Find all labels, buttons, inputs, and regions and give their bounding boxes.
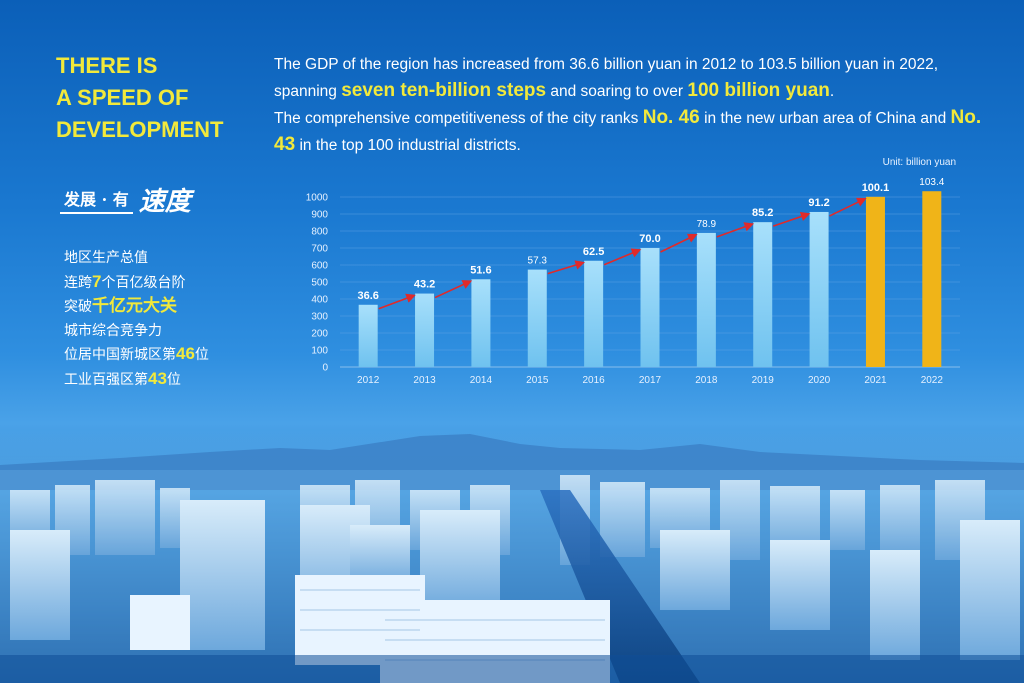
intro-p1-text-c: . bbox=[829, 83, 835, 100]
intro-highlight-steps: seven ten-billion steps bbox=[341, 80, 547, 101]
data-label-2021: 100.1 bbox=[862, 182, 890, 194]
intro-p2-text-c: in the top 100 industrial districts. bbox=[295, 137, 521, 154]
bar-2012 bbox=[358, 304, 378, 367]
intro-highlight-no43: No. 43 bbox=[274, 107, 982, 155]
badge-right-text: 速度 bbox=[138, 186, 191, 217]
intro-text: The GDP of the region has increased from… bbox=[274, 52, 994, 159]
cn-l2-number: 7 bbox=[92, 271, 102, 291]
calligraphy-badge: 发展 · 有 速度 bbox=[60, 180, 206, 218]
data-label-2017: 70.0 bbox=[639, 233, 660, 245]
bar-2019 bbox=[753, 222, 773, 367]
x-tick-label: 2018 bbox=[695, 375, 718, 386]
data-label-2015: 57.3 bbox=[528, 256, 548, 267]
data-label-2016: 62.5 bbox=[583, 246, 604, 258]
data-label-2013: 43.2 bbox=[414, 279, 435, 291]
data-label-2012: 36.6 bbox=[357, 290, 378, 302]
y-tick-label: 900 bbox=[311, 210, 328, 221]
bar-2022 bbox=[922, 191, 942, 367]
chart-unit-label: Unit: billion yuan bbox=[882, 157, 956, 168]
data-label-2022: 103.4 bbox=[919, 177, 944, 188]
y-tick-label: 600 bbox=[311, 261, 328, 272]
bar-2015 bbox=[527, 269, 547, 367]
data-label-2020: 91.2 bbox=[808, 197, 829, 209]
y-tick-label: 0 bbox=[322, 363, 328, 374]
x-tick-label: 2021 bbox=[864, 375, 887, 386]
intro-highlight-no46: No. 46 bbox=[642, 107, 700, 128]
bar-2020 bbox=[809, 211, 829, 367]
growth-arrow bbox=[716, 222, 755, 238]
bar-2021 bbox=[865, 196, 885, 367]
growth-arrow bbox=[378, 293, 416, 310]
x-tick-label: 2015 bbox=[526, 375, 549, 386]
x-tick-label: 2013 bbox=[413, 375, 436, 386]
x-tick-label: 2012 bbox=[357, 375, 380, 386]
data-label-2014: 51.6 bbox=[470, 264, 491, 276]
cn-line-2: 连跨7个百亿级台阶 bbox=[64, 270, 209, 295]
y-tick-label: 1000 bbox=[306, 193, 329, 204]
chinese-summary-list: 地区生产总值 连跨7个百亿级台阶 突破千亿元大关 城市综合竞争力 位居中国新城区… bbox=[64, 246, 209, 391]
cn-l6-number: 43 bbox=[148, 368, 167, 388]
cn-l2-b: 个百亿级台阶 bbox=[101, 273, 186, 290]
bar-2016 bbox=[584, 260, 604, 367]
headline-line-1: THERE IS bbox=[56, 53, 158, 78]
data-label-2018: 78.9 bbox=[697, 219, 717, 230]
y-tick-label: 500 bbox=[311, 278, 328, 289]
growth-arrow bbox=[829, 197, 867, 217]
intro-paragraph-1: The GDP of the region has increased from… bbox=[274, 52, 994, 105]
cn-l5-number: 46 bbox=[176, 344, 195, 363]
cn-line-6: 工业百强区第43位 bbox=[64, 367, 209, 392]
y-tick-label: 800 bbox=[311, 227, 328, 238]
intro-p1-text-a: The GDP of the region has increased from… bbox=[274, 56, 939, 100]
x-tick-label: 2014 bbox=[470, 375, 493, 386]
growth-arrow bbox=[434, 280, 473, 299]
cn-l3-highlight: 千亿元大关 bbox=[92, 296, 177, 315]
cn-line-5: 位居中国新城区第46位 bbox=[64, 342, 209, 367]
x-tick-label: 2017 bbox=[639, 375, 662, 386]
cn-line-4: 城市综合竞争力 bbox=[64, 321, 162, 338]
growth-arrow bbox=[547, 260, 585, 275]
intro-paragraph-2: The comprehensive competitiveness of the… bbox=[274, 105, 994, 159]
growth-arrow bbox=[603, 248, 642, 266]
headline-line-2: A SPEED OF bbox=[56, 85, 189, 110]
bar-2014 bbox=[471, 279, 491, 367]
gdp-bar-chart: 0 100 200 300 400 500 600 700 800 900 1000 2012 36.6… bbox=[306, 177, 960, 386]
y-tick-label: 700 bbox=[311, 244, 328, 255]
bar-2017 bbox=[640, 248, 660, 367]
intro-p1-text-b: and soaring to over bbox=[546, 83, 688, 100]
intro-p2-text-a: The comprehensive competitiveness of the… bbox=[274, 110, 643, 127]
intro-highlight-100-billion: 100 billion yuan bbox=[687, 80, 830, 101]
cn-l3-a: 突破 bbox=[64, 298, 92, 314]
growth-arrow bbox=[772, 211, 811, 227]
bar-2013 bbox=[415, 293, 435, 367]
cn-line-3: 突破千亿元大关 bbox=[64, 294, 209, 319]
x-tick-label: 2022 bbox=[921, 375, 944, 386]
y-tick-label: 200 bbox=[311, 329, 328, 340]
cn-l2-a: 连跨 bbox=[64, 273, 92, 290]
y-tick-label: 100 bbox=[311, 346, 328, 357]
headline-line-3: DEVELOPMENT bbox=[56, 117, 224, 142]
x-tick-label: 2016 bbox=[583, 375, 606, 386]
cn-l6-a: 工业百强区第 bbox=[64, 370, 148, 387]
city-skyline-image bbox=[0, 430, 1024, 683]
cn-l6-b: 位 bbox=[166, 370, 181, 387]
data-label-2019: 85.2 bbox=[752, 207, 773, 219]
intro-p2-text-b: in the new urban area of China and bbox=[699, 110, 951, 127]
cn-l5-b: 位 bbox=[194, 346, 209, 362]
bar-2018 bbox=[696, 232, 716, 367]
growth-arrow bbox=[660, 233, 698, 253]
cn-l5-a: 位居中国新城区第 bbox=[64, 346, 176, 362]
y-tick-label: 400 bbox=[311, 295, 328, 306]
headline: THERE IS A SPEED OF DEVELOPMENT bbox=[56, 50, 266, 146]
y-tick-label: 300 bbox=[311, 312, 328, 323]
badge-left-text: 发展 · 有 bbox=[60, 184, 133, 214]
cn-line-1: 地区生产总值 bbox=[64, 249, 148, 265]
x-tick-label: 2019 bbox=[752, 375, 775, 386]
x-tick-label: 2020 bbox=[808, 375, 831, 386]
